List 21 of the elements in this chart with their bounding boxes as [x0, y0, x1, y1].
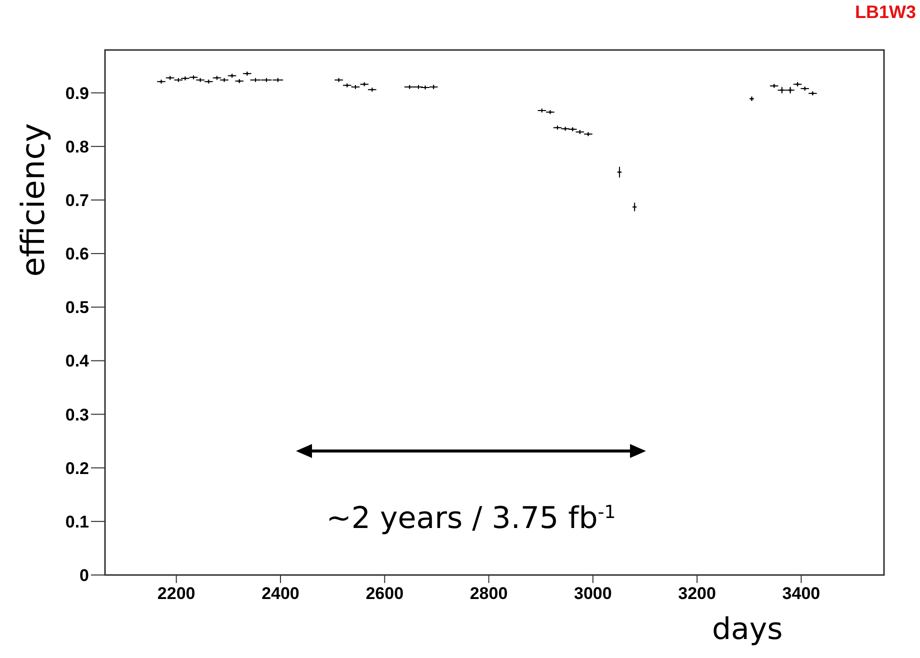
y-axis-title: efficiency — [14, 123, 52, 277]
y-tick-label: 0.8 — [65, 137, 89, 156]
y-tick-label: 0.9 — [65, 84, 89, 103]
x-tick-label: 3200 — [678, 584, 716, 604]
y-tick-label: 0.4 — [65, 352, 90, 371]
y-tick-label: 0.6 — [65, 244, 89, 264]
y-tick-label: 0.2 — [65, 458, 89, 478]
x-tick-label: 3400 — [782, 584, 820, 604]
y-tick-label: 0.3 — [65, 405, 89, 424]
x-tick-label: 2600 — [366, 584, 404, 604]
x-axis-title: days — [712, 612, 783, 647]
x-tick-label: 2800 — [470, 584, 508, 604]
y-tick-label: 0 — [80, 566, 89, 586]
x-tick-label: 2400 — [262, 584, 300, 604]
x-tick-label: 2200 — [157, 584, 196, 604]
annotation: ~2 years / 3.75 fb$^{-1}$ — [326, 501, 616, 536]
y-tick-label: 0.5 — [65, 298, 89, 318]
text: LB1W3 — [854, 2, 916, 23]
x-tick-label: 3000 — [574, 584, 612, 604]
y-tick-label: 0.7 — [65, 191, 89, 210]
y-tick-label: 0.1 — [65, 512, 89, 532]
